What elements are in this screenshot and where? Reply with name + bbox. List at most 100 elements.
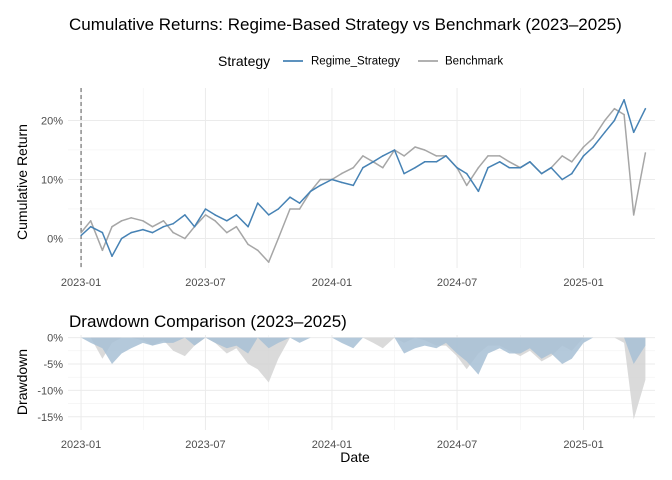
drawdown-y-axis-label: Drawdown: [14, 349, 30, 415]
drawdown-point-regime-strategy-26: [353, 347, 355, 349]
returns-point-benchmark-20: [289, 208, 291, 210]
drawdown-y-tick-5: -5%: [43, 359, 63, 371]
returns-point-regime-strategy-19: [277, 208, 280, 210]
drawdown-point-regime-strategy-8: [163, 342, 165, 344]
returns-point-benchmark-21: [298, 208, 301, 210]
drawdown-point-regime-strategy-38: [478, 374, 480, 376]
drawdown-point-benchmark-9: [172, 350, 174, 352]
drawdown-point-regime-strategy-32: [414, 347, 416, 349]
returns-point-benchmark-34: [435, 155, 438, 157]
drawdown-y-tick-10: -10%: [37, 385, 63, 397]
drawdown-point-benchmark-45: [550, 355, 552, 357]
returns-point-regime-strategy-40: [498, 161, 501, 163]
returns-point-regime-strategy-34: [435, 161, 438, 163]
returns-point-regime-strategy-15: [235, 214, 238, 216]
returns-x-tick-2023-01: 2023-01: [61, 277, 101, 289]
returns-x-tick-2024-01: 2024-01: [312, 277, 352, 289]
returns-point-benchmark-16: [247, 243, 249, 246]
returns-point-regime-strategy-28: [372, 161, 375, 163]
returns-point-benchmark-53: [632, 214, 635, 216]
returns-point-regime-strategy-22: [309, 190, 312, 193]
returns-point-benchmark-29: [382, 166, 384, 169]
returns-x-tick-2025-01: 2025-01: [563, 277, 603, 289]
drawdown-point-regime-strategy-14: [226, 347, 228, 349]
returns-point-regime-strategy-0: [80, 234, 82, 237]
drawdown-point-benchmark-10: [184, 355, 186, 357]
returns-point-regime-strategy-35: [445, 155, 447, 157]
returns-point-benchmark-26: [352, 166, 355, 169]
returns-point-regime-strategy-32: [414, 166, 416, 169]
drawdown-x-tick-2024-01: 2024-01: [312, 439, 352, 451]
legend-title: Strategy: [218, 53, 270, 69]
drawdown-point-regime-strategy-20: [289, 337, 291, 339]
drawdown-point-benchmark-43: [529, 350, 531, 352]
returns-point-benchmark-13: [214, 220, 216, 222]
drawdown-point-regime-strategy-5: [130, 347, 132, 349]
drawdown-point-benchmark-29: [382, 347, 384, 349]
drawdown-point-regime-strategy-33: [424, 345, 426, 347]
returns-point-regime-strategy-41: [508, 166, 511, 169]
drawdown-point-regime-strategy-4: [121, 353, 123, 355]
drawdown-point-benchmark-35: [445, 345, 447, 347]
drawdown-point-regime-strategy-3: [111, 363, 113, 365]
drawdown-point-benchmark-2: [102, 358, 104, 360]
drawdown-point-regime-strategy-54: [645, 345, 647, 347]
returns-point-regime-strategy-14: [226, 220, 228, 222]
drawdown-y-tick-0: 0%: [47, 333, 63, 345]
drawdown-point-benchmark-44: [541, 361, 543, 363]
returns-point-regime-strategy-47: [571, 172, 573, 175]
returns-point-regime-strategy-38: [477, 190, 480, 193]
returns-point-benchmark-4: [120, 220, 123, 222]
returns-point-regime-strategy-30: [393, 149, 396, 151]
returns-point-benchmark-23: [319, 178, 322, 181]
returns-point-benchmark-37: [465, 184, 468, 187]
drawdown-point-benchmark-36: [456, 355, 458, 357]
returns-point-regime-strategy-24: [331, 178, 333, 181]
returns-point-benchmark-1: [89, 220, 92, 222]
returns-x-tick-2023-07: 2023-07: [185, 277, 225, 289]
returns-point-regime-strategy-9: [172, 222, 174, 225]
returns-point-benchmark-25: [340, 172, 343, 175]
returns-point-regime-strategy-45: [550, 166, 552, 169]
drawdown-point-regime-strategy-15: [236, 345, 238, 347]
drawdown-point-regime-strategy-17: [257, 337, 259, 339]
returns-point-regime-strategy-11: [193, 225, 196, 228]
returns-point-benchmark-48: [582, 146, 585, 148]
returns-point-benchmark-3: [111, 225, 113, 228]
returns-point-regime-strategy-26: [352, 184, 355, 187]
returns-point-regime-strategy-10: [184, 214, 186, 216]
returns-point-regime-strategy-1: [89, 225, 92, 228]
drawdown-point-benchmark-42: [520, 355, 522, 357]
returns-chart-title: Cumulative Returns: Regime-Based Strateg…: [69, 15, 622, 34]
drawdown-point-regime-strategy-45: [550, 353, 552, 355]
returns-x-tick-2024-07: 2024-07: [437, 277, 477, 289]
returns-point-regime-strategy-43: [529, 161, 531, 163]
drawdown-point-regime-strategy-46: [561, 363, 563, 365]
legend-label-benchmark: Benchmark: [445, 56, 503, 68]
returns-point-regime-strategy-52: [623, 99, 625, 101]
drawdown-x-tick-2023-07: 2023-07: [185, 439, 225, 451]
returns-point-regime-strategy-39: [487, 166, 489, 169]
drawdown-point-benchmark-28: [372, 342, 374, 344]
drawdown-point-regime-strategy-11: [194, 345, 196, 347]
drawdown-point-regime-strategy-36: [456, 353, 458, 355]
drawdown-point-benchmark-18: [268, 382, 270, 384]
drawdown-y-tick-15: -15%: [37, 412, 63, 424]
returns-point-benchmark-31: [403, 155, 405, 157]
returns-point-regime-strategy-54: [644, 107, 647, 110]
returns-point-regime-strategy-37: [465, 172, 468, 175]
drawdown-point-regime-strategy-43: [529, 347, 531, 349]
drawdown-point-benchmark-52: [623, 342, 625, 344]
returns-y-tick-0: 0%: [47, 233, 63, 245]
returns-point-regime-strategy-33: [423, 161, 426, 163]
drawdown-point-regime-strategy-28: [372, 337, 374, 339]
returns-point-benchmark-38: [477, 166, 480, 169]
drawdown-point-regime-strategy-49: [592, 337, 594, 339]
returns-series-regime-strategy: [80, 99, 647, 257]
returns-point-benchmark-5: [130, 217, 132, 219]
drawdown-point-regime-strategy-52: [623, 337, 625, 339]
returns-point-benchmark-14: [226, 231, 228, 234]
returns-point-benchmark-41: [508, 161, 511, 163]
returns-point-regime-strategy-23: [319, 184, 322, 187]
returns-point-regime-strategy-2: [101, 231, 104, 234]
